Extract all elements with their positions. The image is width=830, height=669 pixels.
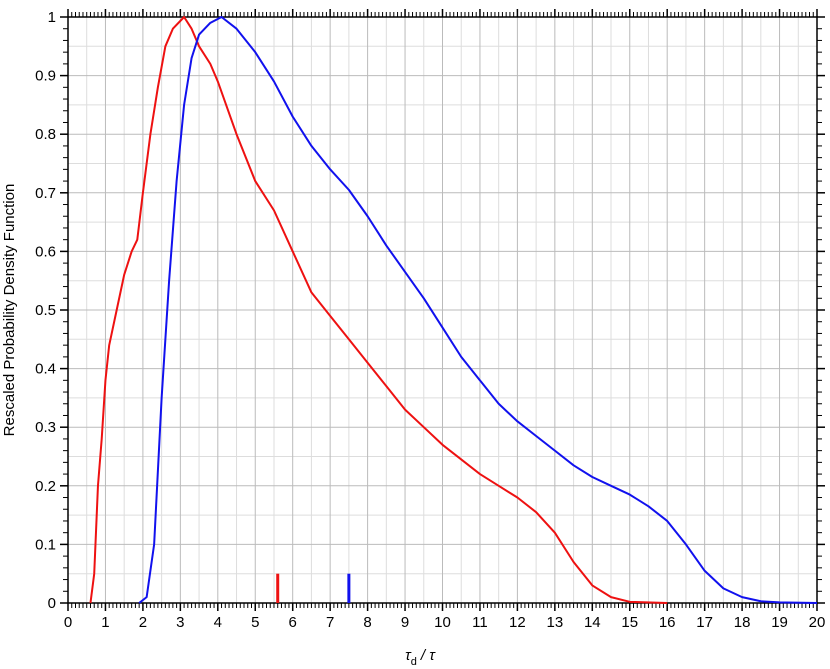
y-tick-label: 0.3 [35, 419, 56, 436]
x-tick-label: 16 [659, 614, 676, 631]
x-tick-label: 0 [64, 614, 72, 631]
x-tick-label: 15 [621, 614, 638, 631]
x-tick-label: 6 [289, 614, 297, 631]
plot-frame [67, 16, 818, 604]
x-tick-label: 20 [809, 614, 826, 631]
line-series [138, 16, 818, 604]
y-tick-label: 0.2 [35, 478, 56, 495]
x-tick-label: 12 [509, 614, 526, 631]
x-tick-label: 5 [251, 614, 259, 631]
x-tick-label: 9 [401, 614, 409, 631]
y-axis-label: Rescaled Probability Density Function [1, 184, 18, 437]
y-tick-label: 0.8 [35, 126, 56, 143]
y-tick-label: 0.4 [35, 361, 56, 378]
y-tick-label: 0.7 [35, 185, 56, 202]
x-tick-label: 4 [214, 614, 222, 631]
x-tick-label: 13 [547, 614, 564, 631]
x-tick-label: 18 [734, 614, 751, 631]
y-tick-label: 0.1 [35, 536, 56, 553]
x-tick-label: 1 [101, 614, 109, 631]
x-tick-label: 14 [584, 614, 601, 631]
y-tick-label: 1 [48, 9, 56, 26]
x-tick-label: 10 [434, 614, 451, 631]
y-tick-label: 0 [48, 595, 56, 612]
x-axis-label: τd / τ [405, 647, 436, 668]
line-series [89, 16, 668, 604]
x-tick-label: 8 [363, 614, 371, 631]
x-tick-label: 11 [472, 614, 488, 631]
x-tick-label: 17 [696, 614, 713, 631]
y-tick-label: 0.5 [35, 302, 56, 319]
y-tick-label: 0.9 [35, 68, 56, 85]
x-label-rest: / τ [420, 647, 436, 664]
y-tick-label: 0.6 [35, 243, 56, 260]
x-label-main: τ [405, 647, 412, 664]
x-tick-label: 19 [771, 614, 788, 631]
x-tick-label: 2 [139, 614, 147, 631]
x-tick-label: 3 [176, 614, 184, 631]
x-label-sub: d [411, 656, 417, 668]
x-tick-label: 7 [326, 614, 334, 631]
